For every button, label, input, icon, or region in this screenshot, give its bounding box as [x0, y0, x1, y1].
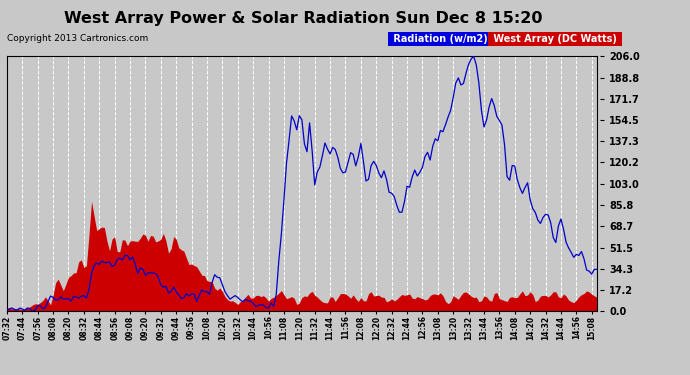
Text: West Array (DC Watts): West Array (DC Watts) [490, 34, 620, 44]
Text: West Array Power & Solar Radiation Sun Dec 8 15:20: West Array Power & Solar Radiation Sun D… [64, 11, 543, 26]
Text: Radiation (w/m2): Radiation (w/m2) [390, 34, 491, 44]
Text: Copyright 2013 Cartronics.com: Copyright 2013 Cartronics.com [7, 34, 148, 43]
